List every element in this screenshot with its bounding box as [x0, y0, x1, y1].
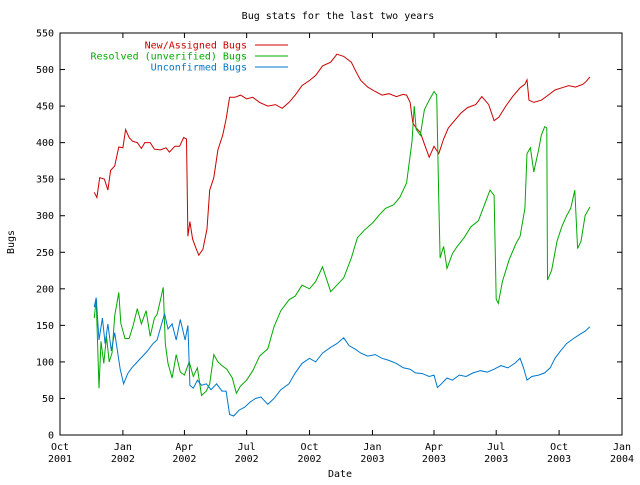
y-tick-label: 450 — [36, 102, 54, 113]
y-tick-label: 250 — [36, 248, 54, 259]
legend-label-2: Resolved (unverified) Bugs — [90, 52, 247, 63]
legend-label-3: Unconfirmed Bugs — [151, 63, 247, 74]
y-tick-label: 350 — [36, 175, 54, 186]
x-tick-label-year: 2002 — [298, 454, 322, 465]
x-tick-label-month: Apr — [425, 442, 443, 453]
x-tick-label-month: Apr — [175, 442, 193, 453]
x-tick-label-year: 2004 — [610, 454, 634, 465]
x-tick-label-month: Oct — [51, 442, 69, 453]
x-tick-label-year: 2003 — [360, 454, 384, 465]
series-line-2 — [93, 90, 591, 397]
series-line-3 — [93, 297, 591, 417]
x-tick-label-month: Oct — [301, 442, 319, 453]
series-line-1 — [93, 53, 591, 257]
y-tick-label: 400 — [36, 138, 54, 149]
x-axis-label: Date — [328, 469, 352, 480]
x-tick-label-year: 2003 — [484, 454, 508, 465]
x-tick-label-year: 2002 — [172, 454, 196, 465]
y-tick-label: 0 — [48, 431, 54, 442]
y-axis-label: Bugs — [6, 230, 17, 254]
y-tick-label: 100 — [36, 357, 54, 368]
y-tick-label: 150 — [36, 321, 54, 332]
x-tick-label-month: Jul — [487, 442, 505, 453]
y-tick-label: 50 — [42, 394, 54, 405]
series-lines — [93, 53, 591, 417]
x-tick-label-month: Jan — [114, 442, 132, 453]
y-tick-label: 500 — [36, 65, 54, 76]
y-tick-label: 300 — [36, 211, 54, 222]
x-tick-label-month: Jul — [238, 442, 256, 453]
plot-frame — [59, 32, 623, 436]
chart-title: Bug stats for the last two years — [242, 11, 435, 22]
x-tick-label-month: Oct — [550, 442, 568, 453]
x-tick-label-year: 2002 — [235, 454, 259, 465]
y-ticks: 0 50 100 150 200 250 300 350 400 450 500 550 — [36, 29, 622, 442]
legend-label-1: New/Assigned Bugs — [145, 41, 247, 52]
x-tick-label-month: Jan — [363, 442, 381, 453]
x-ticks: Oct2001Jan2002Apr2002Jul2002Oct2002Jan20… — [48, 33, 634, 465]
y-tick-label: 200 — [36, 284, 54, 295]
y-tick-label: 550 — [36, 29, 54, 40]
x-tick-label-year: 2003 — [547, 454, 571, 465]
x-tick-label-year: 2002 — [111, 454, 135, 465]
x-tick-label-year: 2003 — [422, 454, 446, 465]
x-tick-label-year: 2001 — [48, 454, 72, 465]
x-tick-label-month: Jan — [613, 442, 631, 453]
